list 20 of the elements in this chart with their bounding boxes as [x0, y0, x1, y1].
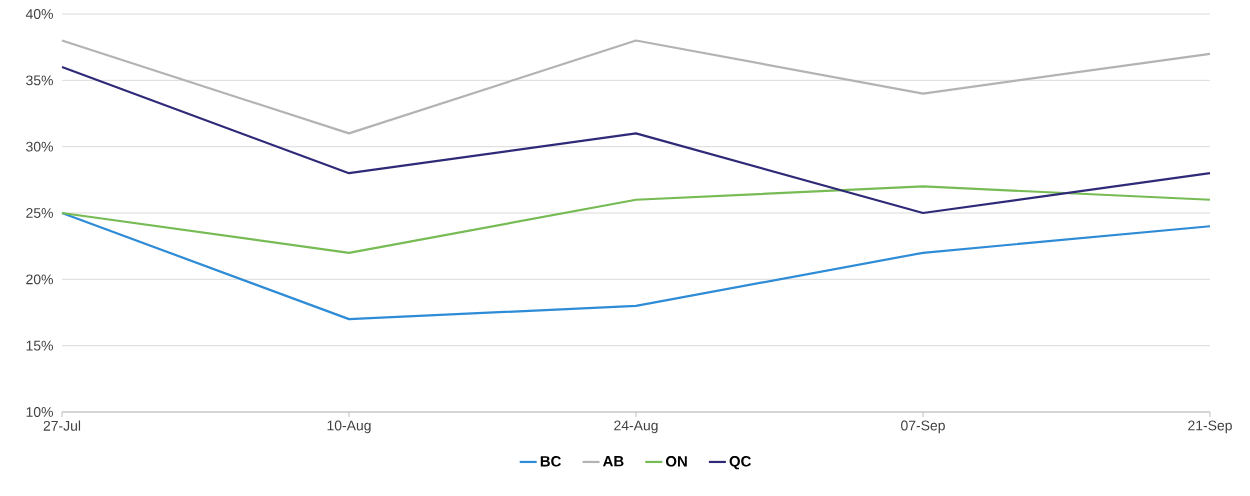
y-tick-label: 30%	[26, 141, 53, 152]
line-series	[60, 65, 1212, 215]
line-series	[60, 185, 1212, 254]
x-tick-label: 24-Aug	[614, 420, 658, 434]
y-tick-label: 20%	[26, 274, 53, 285]
x-tick-label: 21-Sep	[1188, 420, 1232, 434]
x-tick-label: 10-Aug	[327, 420, 371, 434]
y-tick-label: 40%	[25, 9, 53, 19]
y-tick-label: 25%	[26, 208, 53, 218]
x-tick-label: 07-Sep	[901, 420, 945, 434]
x-tick-label: 27-Jul	[43, 420, 81, 431]
legend-label: QC	[729, 455, 751, 470]
legend-label: AB	[602, 456, 624, 467]
legend-label: BC	[540, 455, 561, 467]
line-series	[60, 211, 1212, 321]
legend-label: ON	[665, 455, 687, 467]
y-tick-label: 15%	[26, 340, 53, 351]
y-tick-label: 35%	[26, 75, 53, 86]
y-tick-label: 10%	[26, 407, 53, 417]
line-series	[60, 39, 1212, 135]
